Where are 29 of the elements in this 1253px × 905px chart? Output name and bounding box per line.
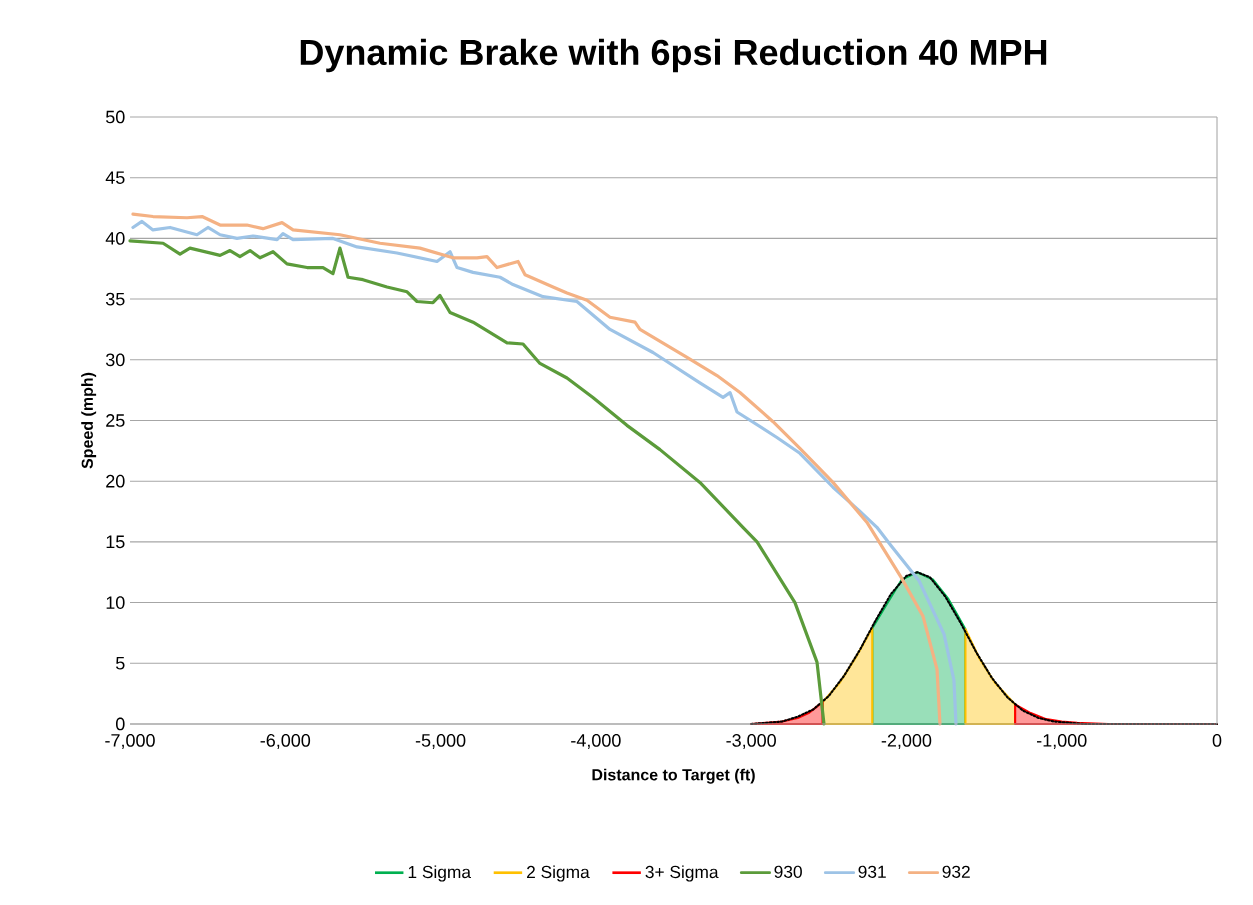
y-tick-label: 45	[105, 171, 125, 184]
y-tick-label: 20	[106, 474, 125, 488]
y-tick-label: 5	[115, 657, 125, 670]
x-tick-label: -2,000	[881, 734, 932, 749]
legend-label: 932	[942, 865, 970, 878]
x-tick-label: -4,000	[571, 734, 621, 749]
x-tick-label: -5,000	[415, 734, 466, 749]
x-axis-title: Distance to Target (ft)	[592, 768, 755, 784]
y-tick-label: 30	[105, 353, 125, 367]
legend-label: 1 Sigma	[408, 865, 472, 882]
y-tick-label: 0	[115, 717, 125, 731]
y-tick-label: 25	[106, 414, 125, 427]
x-tick-label: -1,000	[1037, 734, 1087, 749]
y-axis-title: Speed (mph)	[81, 372, 97, 469]
chart-title: Dynamic Brake with 6psi Reduction 40 MPH	[300, 38, 1047, 73]
x-tick-label: -7,000	[105, 734, 155, 749]
legend-label: 3+ Sigma	[645, 865, 719, 882]
legend-label: 930	[774, 865, 802, 878]
legend-label: 931	[858, 865, 886, 878]
y-tick-label: 10	[106, 596, 125, 609]
x-tick-label: -3,000	[726, 734, 776, 749]
y-tick-label: 15	[106, 535, 125, 549]
x-tick-label: -6,000	[260, 734, 311, 749]
x-tick-label: 0	[1212, 734, 1222, 747]
y-tick-label: 40	[105, 232, 125, 245]
y-tick-label: 50	[105, 110, 125, 124]
legend-label: 2 Sigma	[527, 865, 590, 882]
y-tick-label: 35	[105, 292, 125, 306]
line-series	[128, 239, 826, 726]
